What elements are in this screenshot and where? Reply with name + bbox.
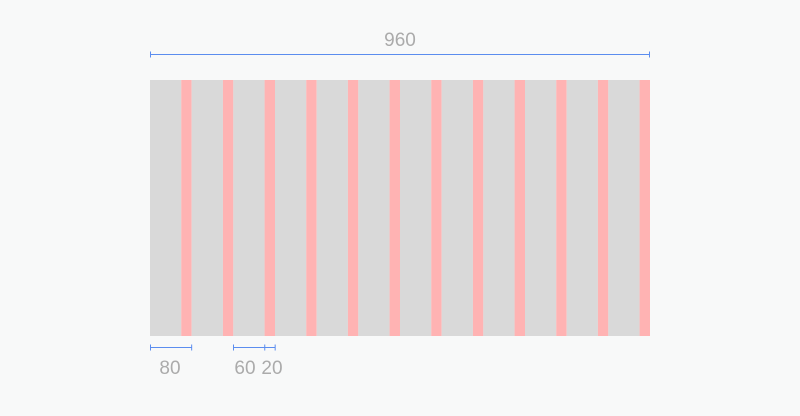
grid-gutter	[431, 80, 442, 336]
column-gutter-width-label: 80	[159, 358, 181, 379]
gutter-width-label: 20	[261, 358, 283, 379]
grid-column	[275, 80, 307, 336]
grid-gutter	[639, 80, 650, 336]
grid-column	[608, 80, 640, 336]
grid-gutter	[472, 80, 484, 336]
grid-column	[358, 80, 390, 336]
grid-column	[400, 80, 432, 336]
grid-column	[233, 80, 265, 336]
total-width-label: 960	[384, 30, 416, 51]
grid-column	[150, 80, 182, 336]
grid-column	[566, 80, 598, 336]
grid-gutter	[264, 80, 275, 336]
grid-column	[316, 80, 348, 336]
grid-gutter	[306, 80, 317, 336]
grid-gutter	[181, 80, 192, 336]
grid-gutter	[514, 80, 525, 336]
column-width-label: 60	[234, 358, 256, 379]
grid-column	[441, 80, 473, 336]
grid-column	[483, 80, 515, 336]
grid-column	[191, 80, 223, 336]
grid-gutter	[597, 80, 609, 336]
grid-gutter	[347, 80, 359, 336]
grid-gutter	[389, 80, 400, 336]
grid-gutter	[556, 80, 567, 336]
grid-gutter	[222, 80, 234, 336]
grid-column	[525, 80, 557, 336]
